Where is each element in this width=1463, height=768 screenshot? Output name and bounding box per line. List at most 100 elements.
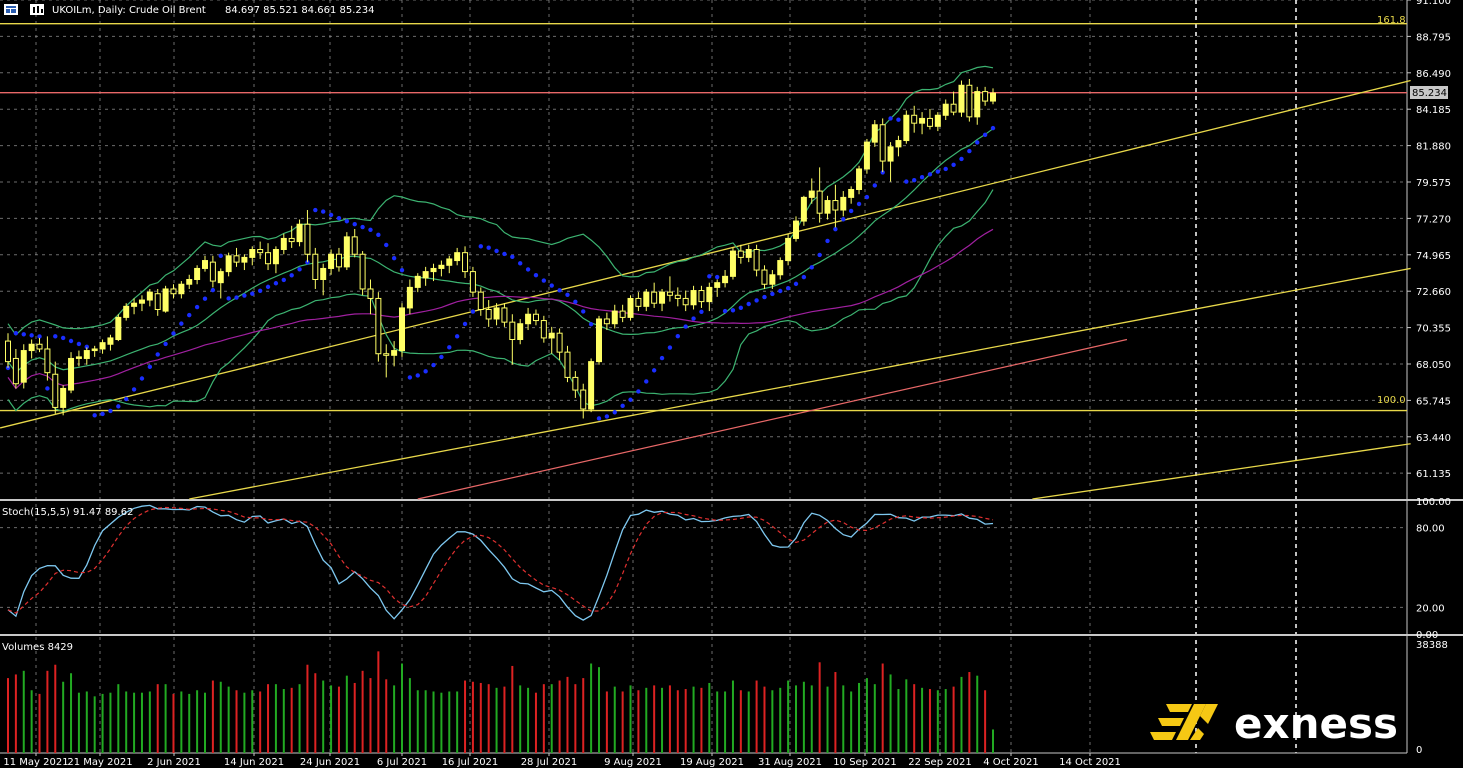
candle-body bbox=[52, 373, 59, 408]
candle-body bbox=[911, 114, 918, 124]
sar-dot bbox=[297, 267, 302, 272]
sar-dot bbox=[478, 244, 483, 249]
sar-dot bbox=[675, 333, 680, 339]
sar-dot bbox=[376, 232, 381, 238]
candle-body bbox=[501, 307, 508, 323]
candle-body bbox=[383, 353, 390, 356]
volume-bar bbox=[858, 682, 861, 753]
candle-body bbox=[950, 103, 957, 113]
candle-body bbox=[241, 256, 248, 263]
candle-body bbox=[438, 264, 445, 269]
stoch-tick-label: 0.00 bbox=[1416, 630, 1438, 641]
sar-dot bbox=[391, 256, 397, 261]
volume-bar bbox=[46, 670, 49, 753]
sar-dot bbox=[549, 283, 554, 288]
candle-body bbox=[848, 188, 855, 198]
sar-dot bbox=[242, 293, 247, 298]
candle-body bbox=[990, 92, 996, 102]
volume-bar bbox=[763, 686, 766, 753]
sar-dot bbox=[715, 274, 720, 280]
candle-body bbox=[430, 267, 437, 273]
candle-body bbox=[107, 337, 114, 345]
volume-bar bbox=[62, 681, 65, 753]
candle-body bbox=[115, 316, 122, 341]
volume-bar bbox=[172, 693, 175, 753]
sar-dot bbox=[951, 162, 956, 168]
candle-body bbox=[706, 286, 713, 303]
sar-dot bbox=[470, 309, 476, 314]
candle-body bbox=[777, 260, 784, 276]
price-axis: 91.100 88.795 86.490 84.185 81.880 79.575 77.2… bbox=[1407, 0, 1451, 756]
sar-dot bbox=[486, 245, 491, 250]
exness-wordmark: exness bbox=[1234, 699, 1398, 748]
current-price-box bbox=[1410, 86, 1448, 99]
volume-bar bbox=[30, 690, 33, 753]
candle-body bbox=[966, 84, 973, 118]
candle-body bbox=[588, 361, 595, 410]
candle-body bbox=[682, 297, 689, 306]
sar-dot bbox=[21, 332, 26, 337]
volume-bar bbox=[739, 690, 742, 753]
volume-bar bbox=[274, 684, 277, 753]
candle-body bbox=[422, 271, 429, 279]
volume-bar bbox=[850, 691, 853, 753]
candle-body bbox=[785, 237, 792, 262]
stoch-main-line bbox=[7, 504, 994, 621]
sar-dot bbox=[100, 411, 105, 417]
sar-dot bbox=[888, 116, 893, 121]
sar-dot bbox=[423, 369, 428, 374]
chart-type-icon[interactable] bbox=[30, 4, 44, 15]
candle-body bbox=[28, 343, 35, 352]
volume-bar bbox=[598, 667, 600, 753]
sar-dot bbox=[778, 288, 783, 294]
volume-bar bbox=[140, 692, 143, 753]
candle-body bbox=[737, 250, 744, 258]
sar-dot bbox=[155, 352, 160, 357]
moving-average bbox=[7, 228, 994, 390]
date-tick-label: 21 May 2021 bbox=[67, 757, 132, 768]
volume-bar bbox=[377, 651, 380, 753]
date-tick-label: 14 Oct 2021 bbox=[1059, 757, 1121, 768]
sar-dot bbox=[108, 408, 113, 414]
volume-bars bbox=[7, 651, 994, 753]
volume-bar bbox=[802, 681, 805, 753]
sar-dot bbox=[407, 375, 413, 380]
volume-bar bbox=[290, 687, 293, 753]
sar-dot bbox=[313, 207, 318, 213]
price-tick-label: 74.965 bbox=[1416, 251, 1451, 262]
candle-body bbox=[146, 291, 153, 301]
volume-bar bbox=[661, 687, 664, 753]
date-tick-label: 31 Aug 2021 bbox=[758, 757, 822, 768]
volume-bar bbox=[322, 680, 325, 753]
sar-dot bbox=[384, 242, 389, 248]
volume-bar bbox=[519, 685, 522, 753]
sar-dot bbox=[344, 219, 350, 224]
volume-bar bbox=[393, 685, 396, 753]
trendline-lower bbox=[1032, 443, 1411, 500]
sar-dot bbox=[793, 281, 799, 287]
sar-dot bbox=[691, 316, 696, 321]
candle-body bbox=[769, 274, 776, 285]
candle-body bbox=[840, 196, 847, 211]
volume-bar bbox=[889, 674, 892, 753]
sar-dot bbox=[92, 413, 97, 418]
chart-window-icon[interactable] bbox=[4, 4, 18, 15]
volume-bar bbox=[471, 681, 474, 753]
volume-bar bbox=[211, 680, 214, 753]
candle-body bbox=[926, 117, 933, 127]
candle-body bbox=[832, 200, 839, 211]
sar-dot bbox=[620, 403, 625, 409]
volume-bar bbox=[196, 690, 199, 753]
candle-body bbox=[485, 309, 492, 320]
price-tick-label: 65.745 bbox=[1416, 396, 1451, 407]
volume-bar bbox=[795, 685, 797, 753]
sar-dot bbox=[707, 274, 712, 279]
sar-dot bbox=[896, 117, 901, 122]
candle-body bbox=[75, 356, 82, 359]
sar-dot bbox=[210, 287, 216, 293]
bollinger-middle bbox=[7, 128, 994, 374]
sar-dot bbox=[336, 215, 342, 221]
date-tick-label: 19 Aug 2021 bbox=[680, 757, 744, 768]
sar-dot bbox=[37, 334, 42, 339]
